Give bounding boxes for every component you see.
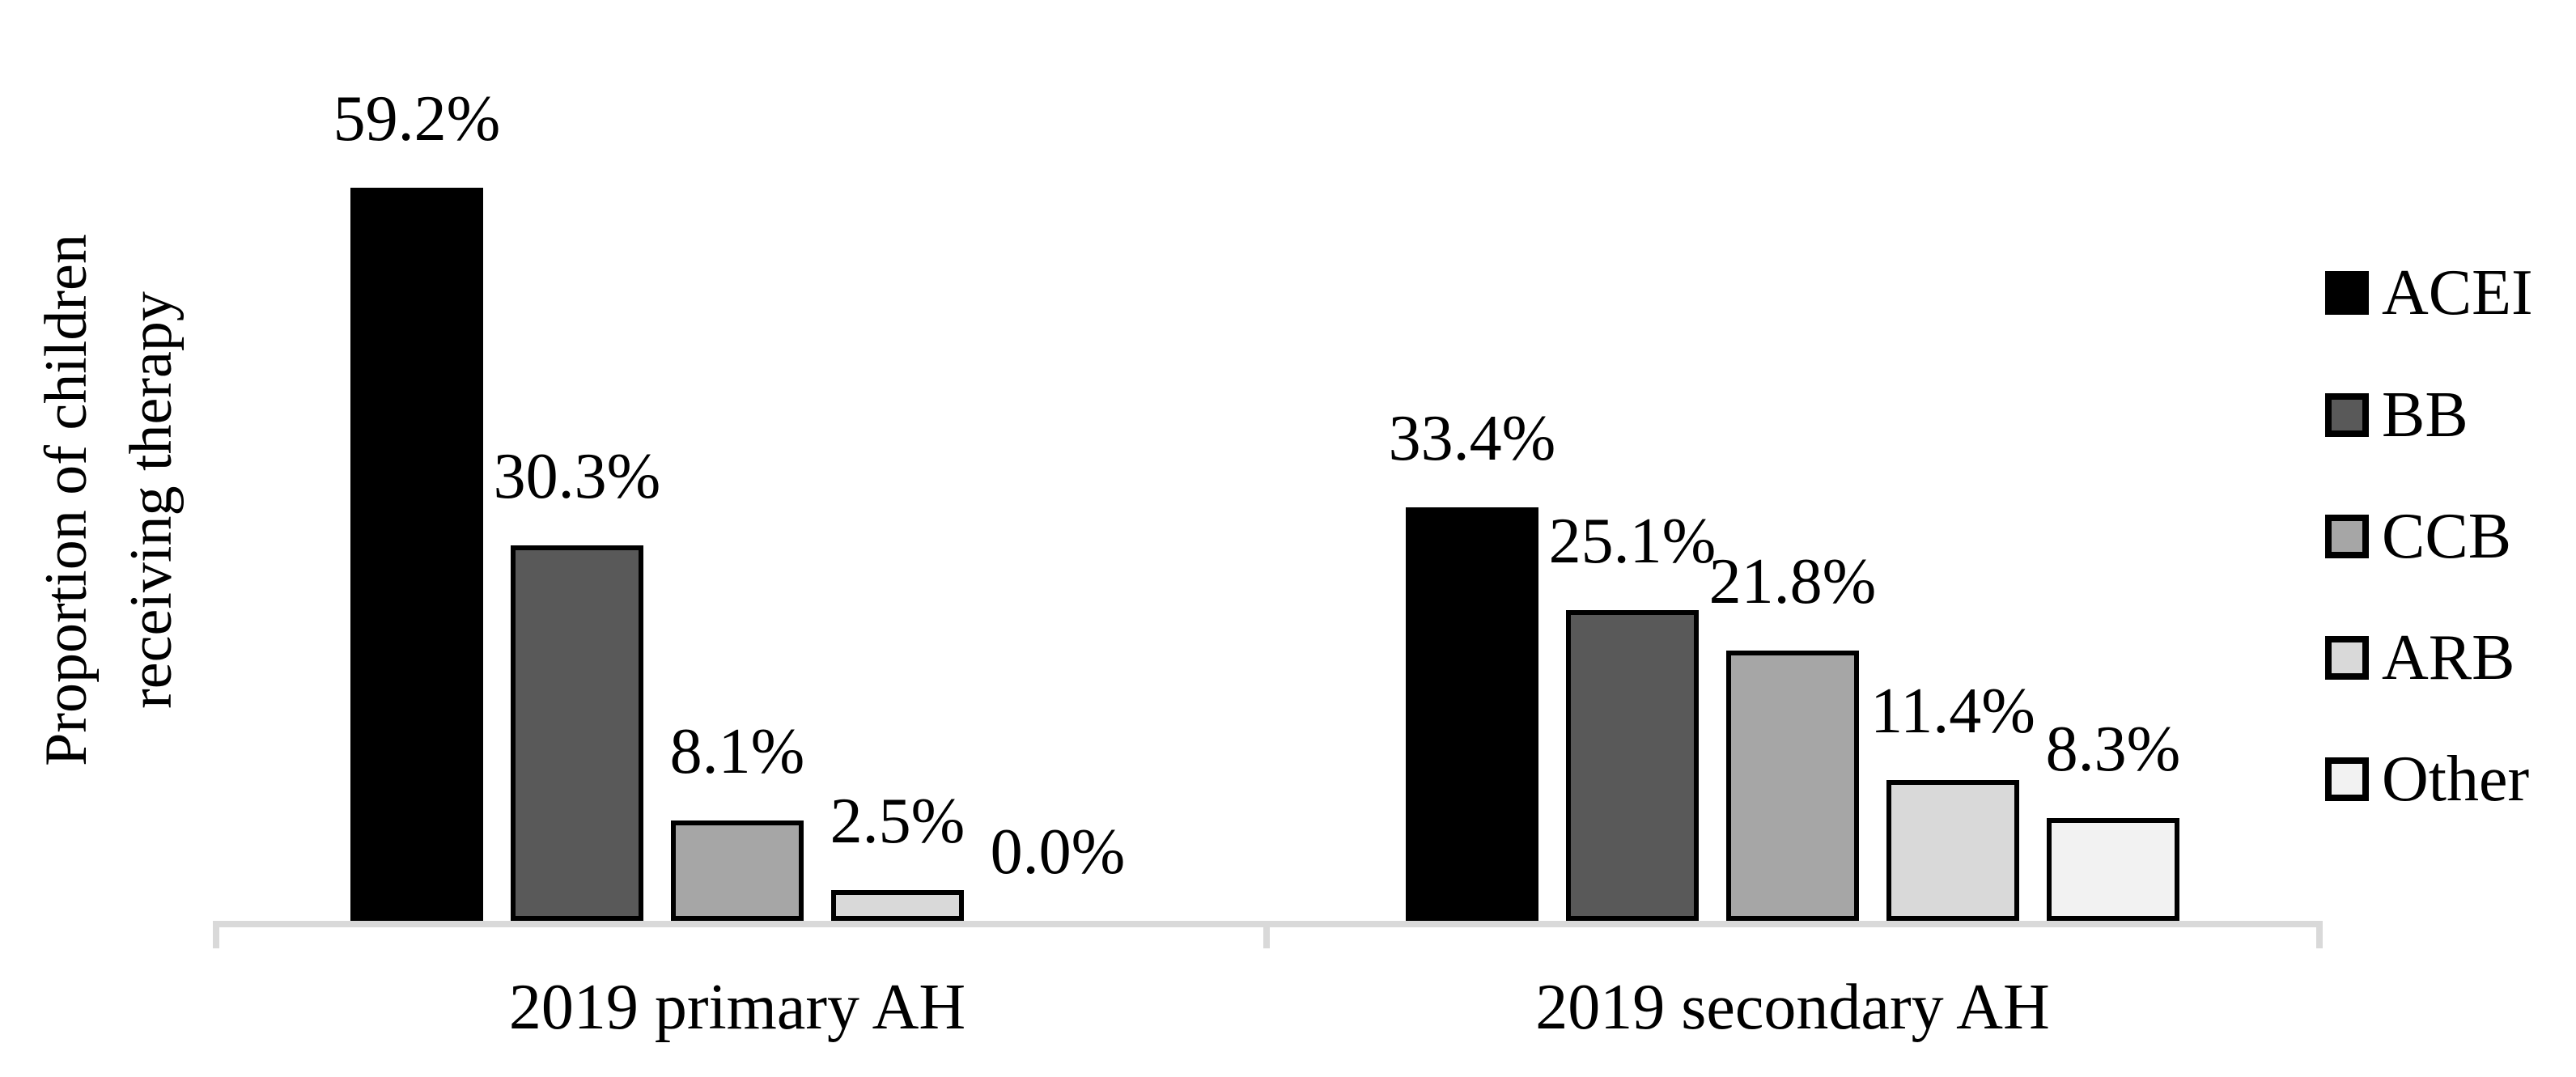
data-label-acei-primary: 59.2% (333, 83, 501, 155)
legend-item-ccb: CCB (2325, 502, 2511, 570)
y-axis-title-line2: receiving therapy (118, 291, 185, 709)
legend-label-acei: ACEI (2382, 257, 2533, 329)
bar-arb-primary (831, 889, 964, 921)
legend-swatch-acei (2325, 271, 2369, 315)
data-label-acei-secondary: 33.4% (1388, 402, 1556, 474)
bar-arb-secondary (1886, 779, 2019, 921)
legend-item-other: Other (2325, 745, 2529, 813)
data-label-arb-secondary: 11.4% (1870, 675, 2035, 747)
legend-swatch-other (2325, 757, 2369, 801)
x-axis-tick-0 (213, 921, 219, 948)
legend-label-bb: BB (2382, 379, 2468, 451)
legend-item-acei: ACEI (2325, 259, 2533, 327)
legend-swatch-arb (2325, 636, 2369, 680)
data-label-other-secondary: 8.3% (2045, 714, 2181, 785)
legend-item-bb: BB (2325, 381, 2468, 449)
bar-ccb-secondary (1726, 651, 1859, 921)
data-label-ccb-secondary: 21.8% (1708, 546, 1877, 618)
x-axis-tick-2 (2316, 921, 2323, 948)
legend-label-other: Other (2382, 744, 2530, 815)
data-label-arb-primary: 2.5% (830, 785, 965, 857)
y-axis-title-line1: Proportion of children (33, 234, 100, 766)
data-label-ccb-primary: 8.1% (669, 716, 805, 788)
legend-label-ccb: CCB (2382, 501, 2512, 572)
bar-acei-secondary (1406, 507, 1538, 921)
legend: ACEI BB CCB ARB Other (2325, 0, 2576, 1077)
y-axis-title: Proportion of children receiving therapy (24, 136, 202, 864)
data-label-bb-primary: 30.3% (493, 441, 661, 513)
bar-bb-secondary (1566, 609, 1699, 921)
legend-swatch-ccb (2325, 515, 2369, 558)
bar-other-secondary (2047, 818, 2179, 921)
bar-bb-primary (511, 545, 643, 921)
data-label-other-primary: 0.0% (990, 816, 1126, 888)
legend-swatch-bb (2325, 393, 2369, 437)
bar-ccb-primary (671, 820, 804, 921)
legend-label-arb: ARB (2382, 622, 2515, 693)
category-label-secondary: 2019 secondary AH (1535, 972, 2050, 1043)
data-label-bb-secondary: 25.1% (1548, 505, 1717, 577)
legend-item-arb: ARB (2325, 624, 2515, 692)
category-label-primary: 2019 primary AH (508, 972, 966, 1043)
bar-acei-primary (350, 188, 483, 921)
x-axis-tick-1 (1263, 921, 1270, 948)
